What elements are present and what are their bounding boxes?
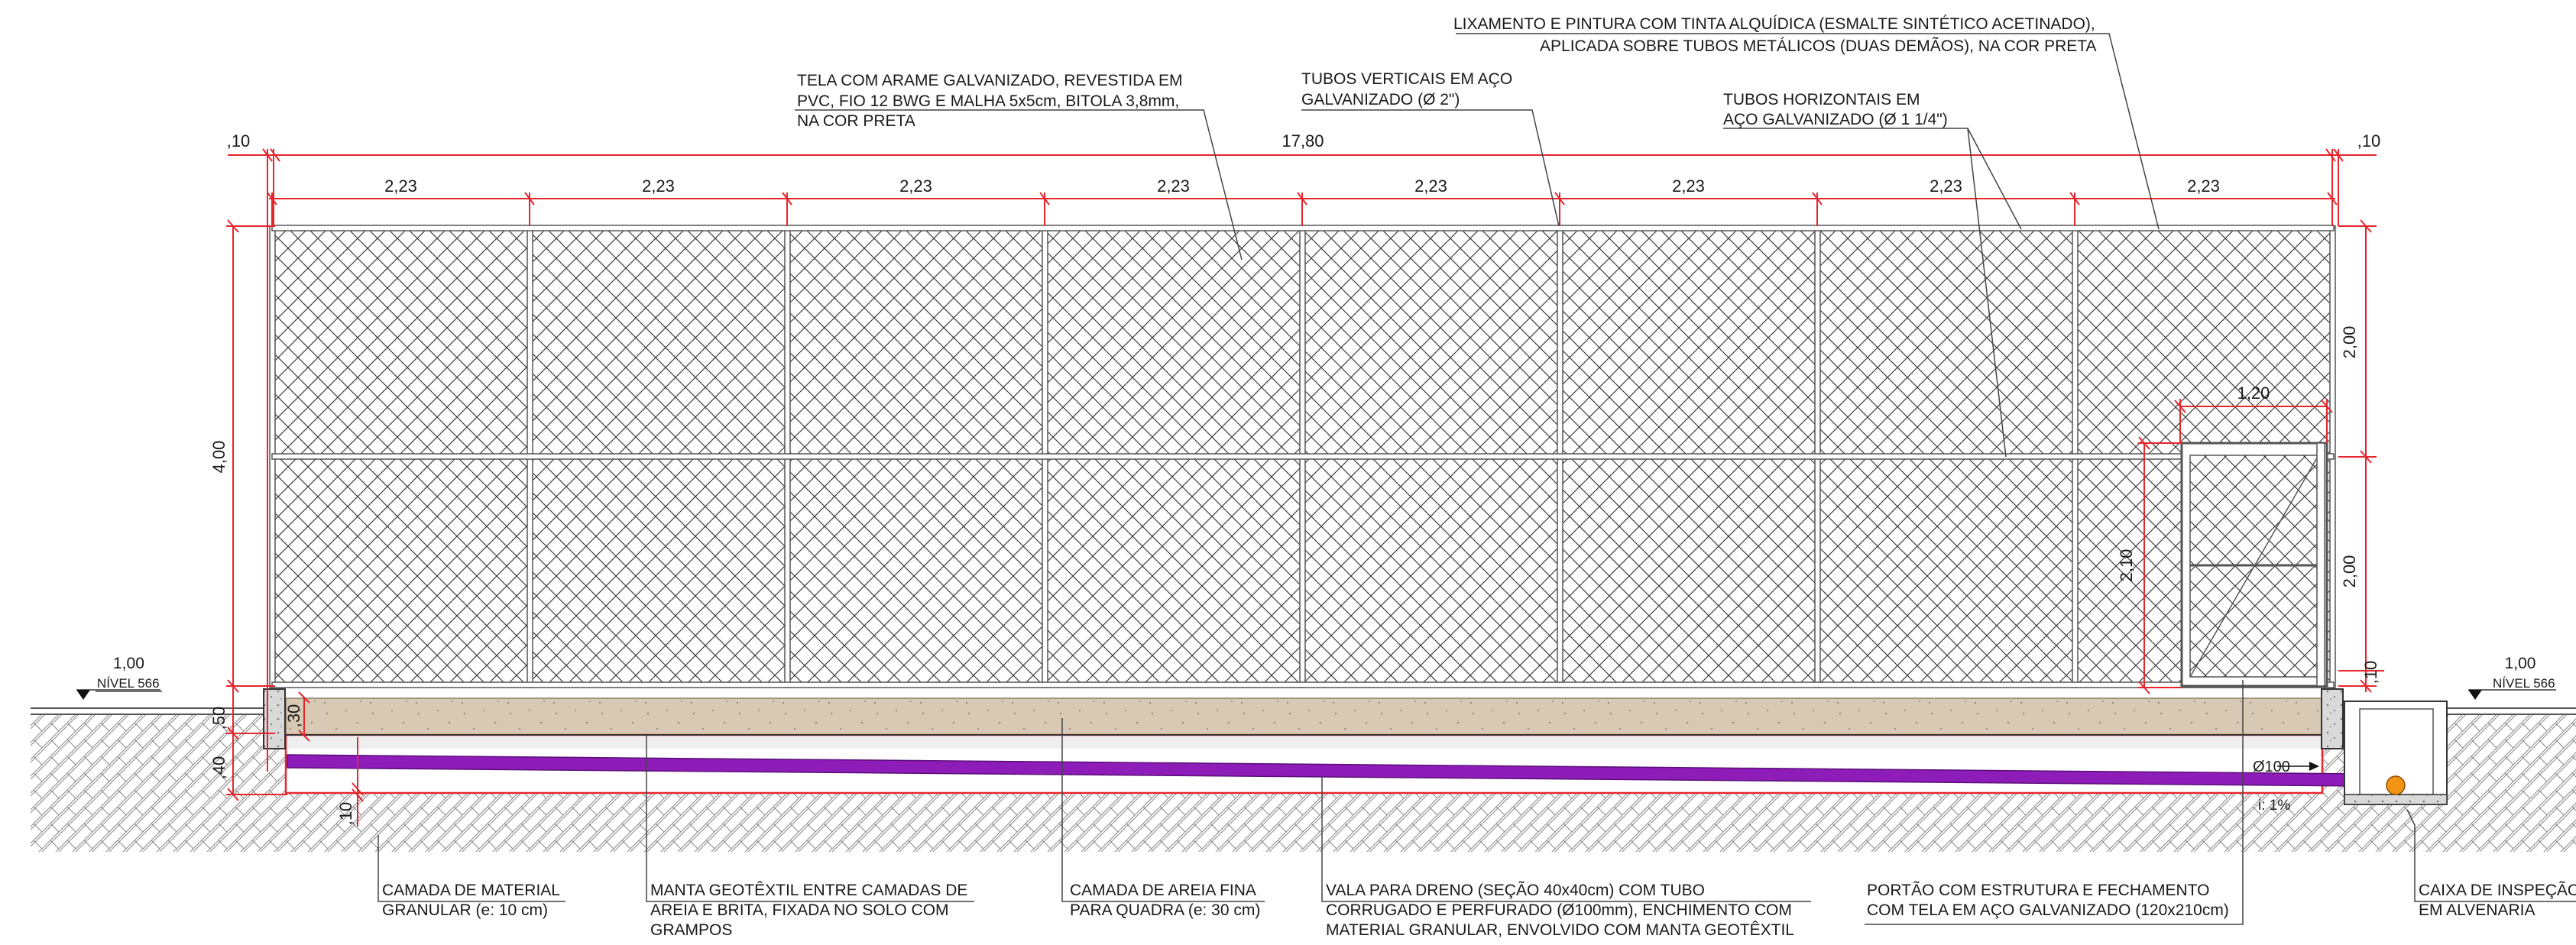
subgrade-section: [284, 697, 2366, 795]
inspection-box-base: [2344, 794, 2448, 805]
note-mesh-line-3: NA COR PRETA: [797, 112, 915, 130]
note-inspection-line-1: CAIXA DE INSPEÇÃO: [2419, 881, 2576, 899]
note-horizontal-tubes-line-1: TUBOS HORIZONTAIS EM: [1723, 91, 1920, 108]
dim-gate-width-label: 1,20: [2237, 384, 2270, 403]
note-geotextile-line-1: MANTA GEOTÊXTIL ENTRE CAMADAS DE: [650, 882, 967, 899]
panel-width-label: 2,23: [899, 176, 932, 196]
dim-upper-label: 2,00: [2340, 326, 2359, 359]
inspection-box: [2344, 701, 2448, 805]
leader-lines: [96, 33, 2576, 925]
note-vertical-tubes-line-2: GALVANIZADO (Ø 2"): [1301, 91, 1460, 108]
level-right-value: 1,00: [2505, 655, 2536, 672]
note-paint-line-1: LIXAMENTO E PINTURA COM TINTA ALQUÍDICA …: [1453, 15, 2095, 33]
gate-diagonal: [2189, 455, 2319, 678]
panel-width-label: 2,23: [1930, 176, 1962, 196]
top-rail: [271, 225, 2335, 231]
note-drain-line-1: VALA PARA DRENO (SEÇÃO 40x40cm) COM TUBO: [1326, 881, 1705, 899]
leader-sand: [1061, 718, 1265, 902]
note-drain-line-2: CORRUGADO E PERFURADO (Ø100mm), ENCHIMEN…: [1326, 901, 1792, 919]
tick-gravel-a: [352, 782, 364, 796]
tick-sand-bot: [298, 730, 310, 742]
leader-horizontal-tubes-b: [1967, 128, 2022, 230]
note-inspection-line-2: EM ALVENARIA: [2419, 901, 2535, 919]
dimension-lines: [226, 148, 2384, 827]
level-right-triangle: [2468, 690, 2482, 700]
dim-height-label: 4,00: [209, 441, 228, 474]
level-marker-right: [2468, 689, 2556, 700]
leader-mesh: [795, 109, 1243, 261]
dim-end-left-label: ,10: [227, 131, 251, 150]
pipe-arrow-head: [2309, 762, 2319, 771]
leader-drain: [1321, 775, 1811, 902]
note-drain-line-3: MATERIAL GRANULAR, ENVOLVIDO COM MANTA G…: [1326, 921, 1794, 939]
panel-width-label: 2,23: [1672, 176, 1705, 196]
dim-trench-label: ,40: [209, 756, 228, 780]
note-horizontal-tubes-line-2: AÇO GALVANIZADO (Ø 1 1/4"): [1723, 111, 1948, 128]
bottom-rail: [271, 681, 2335, 688]
note-granular-line-1: CAMADA DE MATERIAL: [382, 882, 560, 899]
note-gate-line-2: COM TELA EM AÇO GALVANIZADO (120x210cm): [1867, 901, 2229, 919]
middle-rail: [271, 453, 2335, 460]
dim-end-right-label: ,10: [2357, 131, 2381, 150]
tick-gravel-b: [352, 788, 364, 802]
leader-granular: [377, 835, 565, 902]
dim-gate-height-label: 2,10: [2117, 549, 2136, 582]
note-mesh-line-1: TELA COM ARAME GALVANIZADO, REVESTIDA EM: [797, 72, 1183, 89]
panel-width-label: 2,23: [2187, 176, 2220, 196]
level-marker-left: [76, 689, 160, 700]
level-left-triangle: [76, 690, 90, 700]
note-vertical-tubes-line-1: TUBOS VERTICAIS EM AÇO: [1301, 70, 1512, 88]
leader-inspection: [2406, 809, 2576, 902]
panel-width-label: 2,23: [642, 176, 675, 196]
note-geotextile-line-2: AREIA E BRITA, FIXADA NO SOLO COM: [650, 901, 949, 919]
note-sand-line-1: CAMADA DE AREIA FINA: [1070, 882, 1256, 899]
dim-total-tick-r: [2325, 148, 2336, 162]
panel-labels: 2,23 2,23 2,23 2,23 2,23 2,23 2,23 2,23: [384, 176, 2220, 196]
panel-ticks: [267, 192, 2338, 226]
leader-paint: [1456, 33, 2160, 230]
level-left-value: 1,00: [113, 655, 144, 672]
note-gate-line-1: PORTÃO COM ESTRUTURA E FECHAMENTO: [1867, 881, 2209, 899]
leader-vertical-tubes: [1301, 109, 1560, 227]
leader-gate: [1865, 680, 2244, 925]
fence: [269, 225, 2336, 688]
note-mesh-line-2: PVC, FIO 12 BWG E MALHA 5x5cm, BITOLA 3,…: [797, 92, 1179, 110]
tick-sand-top: [298, 691, 310, 704]
gravel-layer: [287, 736, 2321, 749]
pipe-diameter-label: Ø100: [2253, 759, 2290, 775]
inspection-pipe-outlet: [2386, 775, 2406, 795]
level-left-label: NÍVEL 566: [97, 676, 160, 691]
annotation-notes: LIXAMENTO E PINTURA COM TINTA ALQUÍDICA …: [382, 15, 2576, 939]
panel-width-label: 2,23: [1414, 176, 1447, 196]
note-granular-line-2: GRANULAR (e: 10 cm): [382, 901, 548, 919]
right-wall: [2321, 688, 2344, 749]
gate-hinge-post: [2316, 442, 2325, 687]
panel-width-label: 2,23: [384, 176, 417, 196]
panel-width-label: 2,23: [1157, 176, 1190, 196]
dimension-labels: 17,80 ,10 ,10 2,23 2,23 2,23 2,23 2,23 2,23 2,…: [209, 131, 2380, 825]
dim-total-tick-l2: [270, 148, 280, 162]
slope-label: i: 1%: [2258, 798, 2290, 814]
leader-geotextile: [646, 735, 974, 902]
level-labels: 1,00 NÍVEL 566 1,00 NÍVEL 566: [97, 655, 2555, 691]
level-right-label: NÍVEL 566: [2493, 676, 2555, 691]
sand-layer: [285, 697, 2323, 736]
dim-lower-label: 2,00: [2340, 555, 2359, 588]
note-sand-line-2: PARA QUADRA (e: 30 cm): [1070, 901, 1260, 919]
dim-sand-label: ,30: [284, 704, 303, 728]
dim-gravel-label: ,10: [336, 802, 355, 826]
dim-wall-label: ,50: [209, 707, 228, 730]
dim-total-label: 17,80: [1282, 131, 1324, 150]
note-paint-line-2: APLICADA SOBRE TUBOS METÁLICOS (DUAS DEM…: [1540, 37, 2097, 55]
note-geotextile-line-3: GRAMPOS: [650, 921, 732, 939]
dim-clearance-label: ,10: [2361, 661, 2380, 684]
gate: [2180, 442, 2328, 688]
